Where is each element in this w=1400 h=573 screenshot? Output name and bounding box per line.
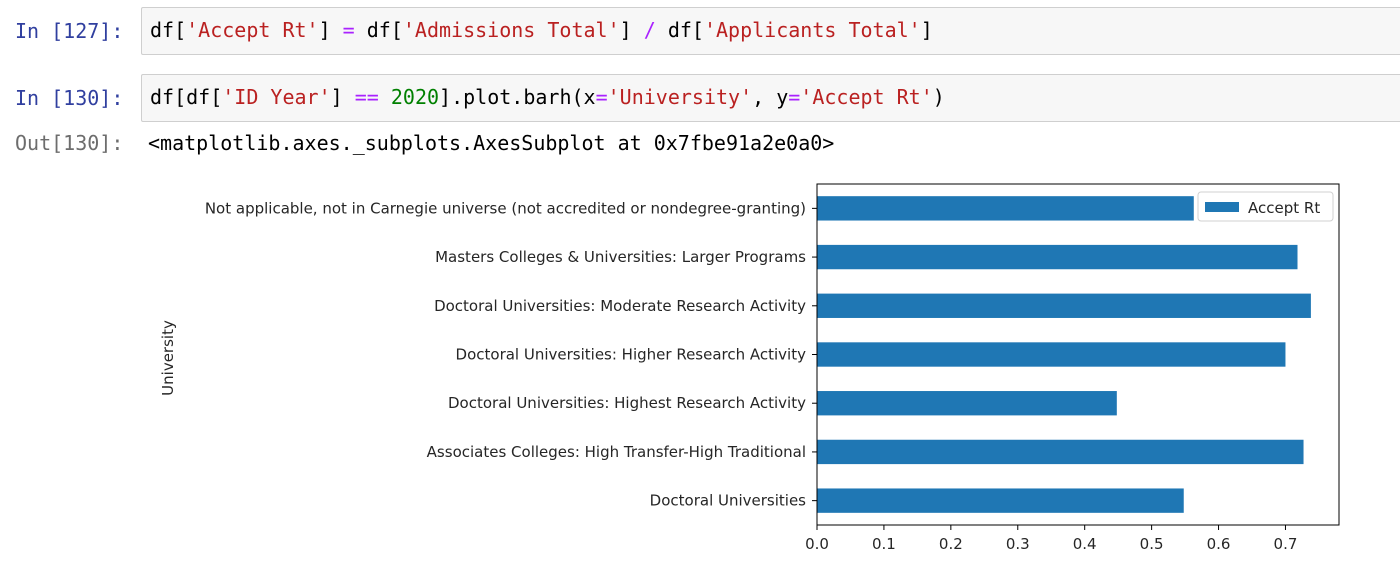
x-tick-label: 0.1: [872, 535, 896, 553]
x-tick-label: 0.5: [1140, 535, 1164, 553]
code-token: ]: [920, 18, 933, 42]
cell-2-code[interactable]: df[df['ID Year'] == 2020].plot.barh(x='U…: [150, 85, 945, 109]
legend-label: Accept Rt: [1248, 199, 1320, 217]
y-tick-label: Doctoral Universities: [650, 492, 807, 510]
bar: [817, 293, 1311, 318]
y-tick-label: Not applicable, not in Carnegie universe…: [205, 199, 806, 217]
legend-box: [1197, 191, 1334, 222]
code-token: [379, 85, 391, 109]
cell-1-input[interactable]: df['Accept Rt'] = df['Admissions Total']…: [141, 7, 1400, 55]
bar-chart: Not applicable, not in Carnegie universe…: [159, 183, 1340, 553]
x-tick-label: 0.0: [805, 535, 829, 553]
code-token: df[df[: [150, 85, 223, 109]
code-token: ]: [330, 85, 355, 109]
code-token: df[: [150, 18, 187, 42]
cell-2-prompt: In [130]:: [15, 86, 124, 110]
code-token: 'Accept Rt': [800, 85, 933, 109]
y-tick-label: Doctoral Universities: Moderate Research…: [434, 297, 806, 315]
code-token: ].plot.barh(x: [439, 85, 596, 109]
code-token: ): [932, 85, 945, 109]
x-tick-label: 0.3: [1006, 535, 1030, 553]
bar: [817, 439, 1304, 465]
code-token: =: [342, 18, 355, 42]
y-tick-label: Associates Colleges: High Transfer-High …: [427, 443, 806, 461]
output-repr-text: <matplotlib.axes._subplots.AxesSubplot a…: [148, 131, 835, 155]
cell-2-input[interactable]: df[df['ID Year'] == 2020].plot.barh(x='U…: [141, 74, 1400, 122]
x-tick-label: 0.2: [939, 535, 963, 553]
y-tick-label: Doctoral Universities: Higher Research A…: [456, 346, 807, 364]
code-token: 'University': [607, 85, 753, 109]
code-token: 'ID Year': [222, 85, 331, 109]
code-token: 'Admissions Total': [402, 18, 620, 42]
code-token: df[: [655, 18, 704, 42]
code-token: /: [643, 18, 656, 42]
code-token: , y: [752, 85, 789, 109]
x-tick-label: 0.7: [1274, 535, 1298, 553]
legend: Accept Rt: [1197, 191, 1334, 222]
legend-swatch: [1205, 202, 1239, 212]
bar: [817, 488, 1184, 513]
code-token: 'Accept Rt': [186, 18, 319, 42]
bar: [817, 391, 1117, 416]
code-token: ]: [619, 18, 644, 42]
x-tick-label: 0.4: [1073, 535, 1097, 553]
bar: [817, 342, 1286, 367]
output-prompt: Out[130]:: [15, 131, 124, 155]
code-token: df[: [354, 18, 403, 42]
code-token: ]: [318, 18, 343, 42]
code-token: ==: [354, 85, 379, 109]
code-token: 'Applicants Total': [703, 18, 921, 42]
code-token: =: [788, 85, 801, 109]
x-tick-label: 0.6: [1207, 535, 1231, 553]
bar: [817, 244, 1298, 270]
bar: [817, 196, 1194, 221]
cell-1-code[interactable]: df['Accept Rt'] = df['Admissions Total']…: [150, 18, 933, 42]
y-tick-label: Doctoral Universities: Highest Research …: [448, 394, 806, 412]
code-token: =: [595, 85, 608, 109]
axes-frame: [816, 183, 1340, 526]
code-token: 2020: [390, 85, 440, 109]
cell-1-prompt: In [127]:: [15, 19, 124, 43]
y-axis-label: University: [159, 320, 177, 396]
y-tick-label: Masters Colleges & Universities: Larger …: [435, 248, 806, 266]
